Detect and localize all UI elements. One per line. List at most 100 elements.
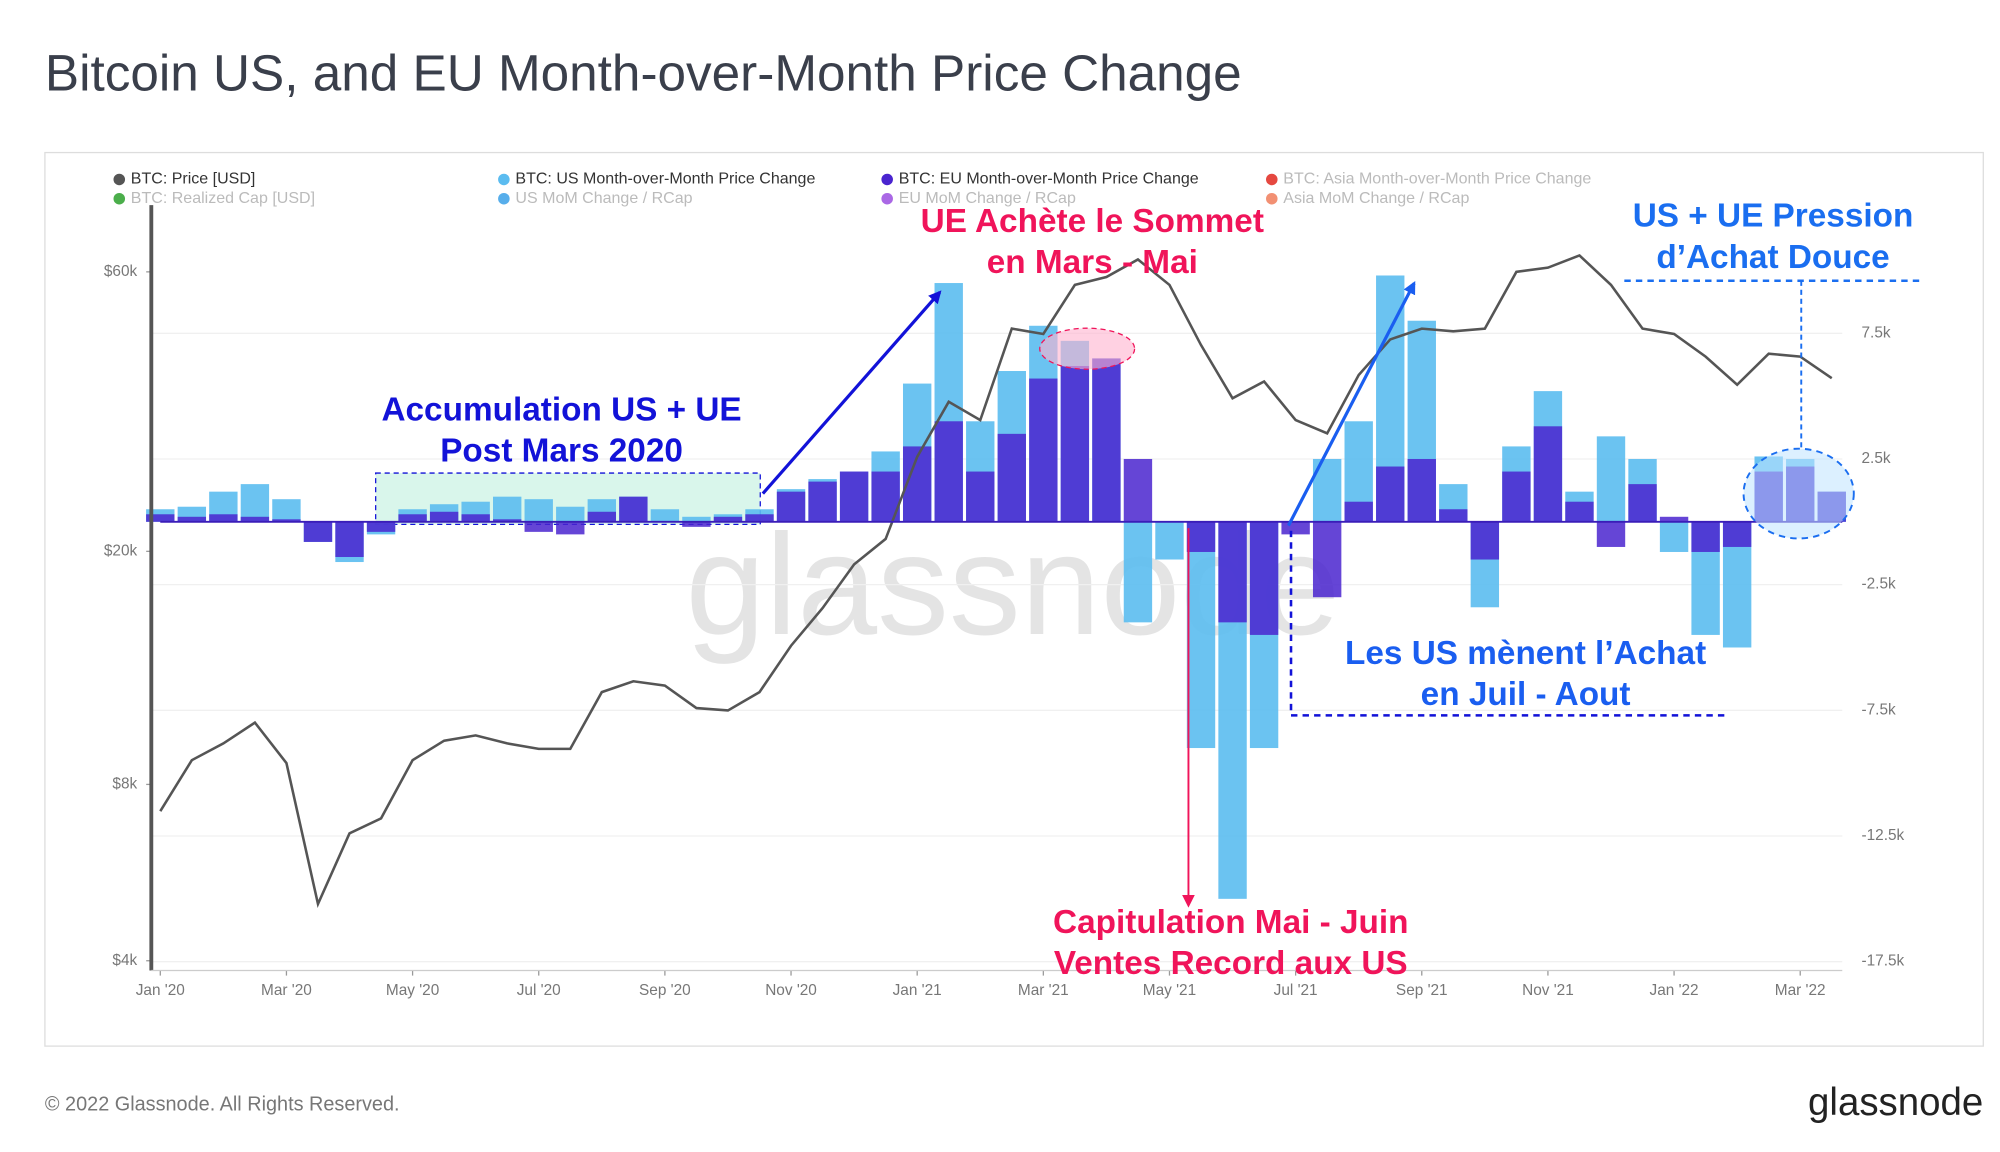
x-tick-label: Nov '20: [765, 982, 817, 999]
y-tick-label: $60k: [104, 263, 138, 280]
legend-dot: [498, 192, 510, 205]
x-tick-label: Sep '20: [639, 982, 691, 999]
bar: [177, 516, 207, 522]
arrow: [761, 290, 942, 495]
x-tick-label: Nov '21: [1522, 982, 1574, 999]
bar: [682, 516, 711, 522]
bar: [1628, 484, 1657, 522]
x-tick-label: Jul '20: [517, 982, 561, 999]
bar: [1123, 521, 1153, 623]
legend-dot: [881, 173, 893, 186]
y2-tick-label: 2.5k: [1862, 450, 1891, 467]
x-tick-label: May '20: [386, 982, 439, 999]
x-tick-label: Mar '21: [1018, 982, 1069, 999]
bar: [934, 421, 963, 522]
bar: [713, 516, 743, 522]
bar: [619, 496, 648, 522]
annotation: US + UE Pression: [1633, 198, 1914, 235]
annotation: en Mars - Mai: [987, 244, 1198, 281]
annotation: Capitulation Mai - Juin: [1053, 904, 1409, 941]
bar: [1502, 471, 1531, 522]
legend-label: BTC: Realized Cap [USD]: [131, 189, 315, 207]
price-line: [159, 253, 1833, 909]
bar: [1596, 521, 1626, 547]
bar: [1060, 365, 1090, 522]
dashed-guide: [1289, 530, 1727, 717]
bar: [1092, 358, 1121, 522]
legend-dot: [113, 192, 126, 205]
annotation: en Juil - Aout: [1421, 676, 1631, 713]
legend-dot: [881, 192, 893, 205]
legend-dot: [1266, 173, 1278, 186]
bar: [1344, 501, 1373, 522]
bar: [1186, 521, 1216, 749]
bar: [839, 471, 869, 522]
annotation: Accumulation US + UE: [381, 391, 741, 428]
bar: [272, 499, 301, 522]
bar: [524, 521, 553, 532]
y-tick-label: $20k: [104, 542, 138, 559]
x-tick-label: Jul '21: [1274, 982, 1318, 999]
y2-tick-label: -2.5k: [1862, 576, 1896, 593]
x-tick-label: Mar '20: [261, 982, 312, 999]
bar: [1691, 521, 1720, 552]
x-tick-label: Mar '22: [1775, 982, 1826, 999]
bar: [1439, 509, 1468, 522]
x-tick-label: Jan '21: [893, 982, 942, 999]
bar: [556, 506, 585, 522]
bar: [776, 491, 806, 522]
highlight: [1039, 327, 1136, 370]
legend-label: BTC: EU Month-over-Month Price Change: [899, 170, 1199, 188]
logo: glassnode: [1808, 1081, 1983, 1124]
bar: [524, 499, 553, 522]
highlight: [1742, 447, 1855, 540]
annotation: UE Achète le Sommet: [921, 203, 1264, 240]
bar: [1155, 521, 1184, 560]
y-tick-label: $4k: [112, 952, 137, 969]
bar: [966, 471, 995, 522]
bar: [1565, 501, 1594, 522]
bar: [587, 511, 617, 522]
bar: [146, 514, 175, 522]
legend-dot: [1266, 192, 1278, 205]
bar: [461, 514, 490, 522]
bar: [1659, 521, 1689, 552]
bar: [1596, 436, 1626, 522]
bar: [1470, 521, 1500, 560]
annotation: d’Achat Douce: [1656, 239, 1889, 276]
x-tick-label: Sep '21: [1396, 982, 1448, 999]
annotation: Post Mars 2020: [440, 432, 683, 469]
bar: [1249, 521, 1279, 635]
bar: [745, 514, 774, 522]
bar: [1029, 378, 1058, 522]
legend-label: Asia MoM Change / RCap: [1283, 189, 1469, 207]
legend-label: EU MoM Change / RCap: [899, 189, 1076, 207]
x-tick-label: Jan '22: [1650, 982, 1699, 999]
y2-tick-label: -7.5k: [1862, 701, 1896, 718]
bar: [682, 521, 711, 527]
bar: [335, 521, 364, 558]
bar: [1533, 426, 1563, 522]
y2-tick-label: -12.5k: [1862, 827, 1905, 844]
bar: [1722, 521, 1752, 547]
bar: [1407, 458, 1436, 522]
legend-dot: [498, 173, 510, 186]
bar: [398, 514, 427, 522]
bar: [650, 509, 680, 522]
bar: [1186, 521, 1216, 552]
bar: [997, 433, 1026, 522]
bar: [1281, 521, 1310, 535]
bar: [808, 481, 837, 522]
bar: [272, 519, 301, 522]
copyright: © 2022 Glassnode. All Rights Reserved.: [45, 1093, 400, 1115]
bar: [1376, 466, 1405, 522]
bar: [493, 519, 522, 522]
panel: [44, 151, 1984, 1047]
y-tick-label: $8k: [112, 775, 137, 792]
legend-label: US MoM Change / RCap: [515, 189, 692, 207]
legend-dot: [113, 173, 126, 186]
bar: [1659, 516, 1689, 522]
legend-label: BTC: Price [USD]: [131, 170, 256, 188]
bar: [366, 521, 396, 532]
